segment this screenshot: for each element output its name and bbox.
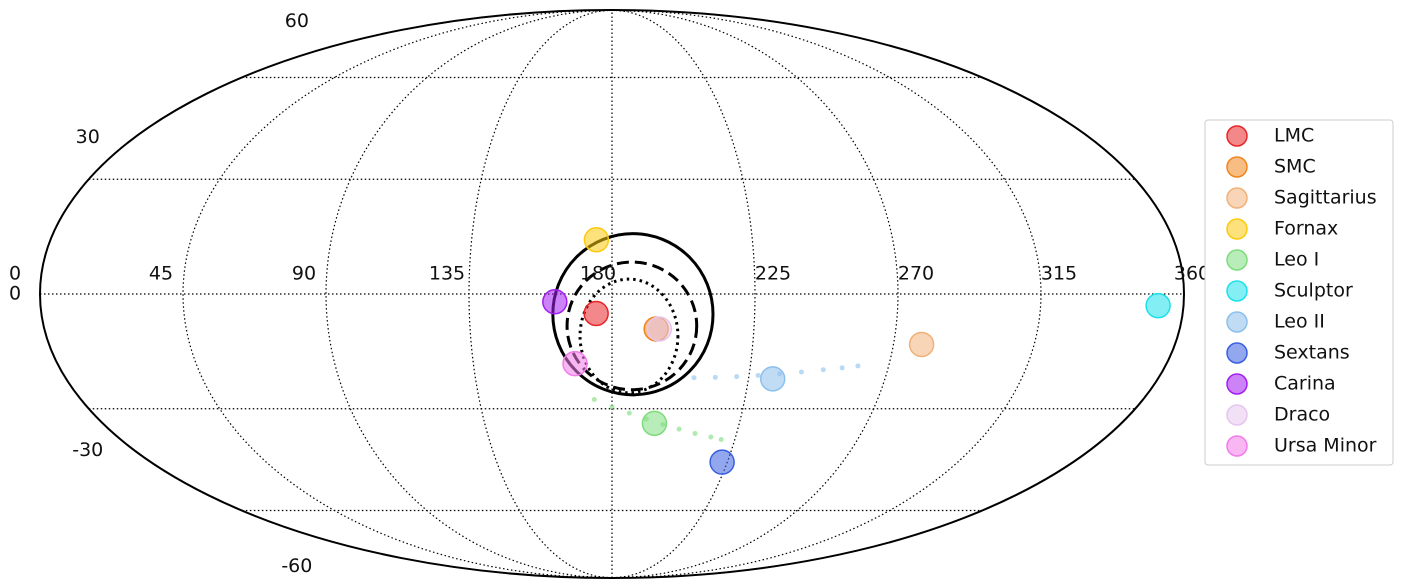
grid-meridian: [611, 9, 756, 579]
legend-marker: [1226, 435, 1248, 457]
trail-point: [855, 363, 861, 369]
legend-marker: [1226, 218, 1248, 240]
map-outline: [39, 9, 1185, 579]
trail-point: [734, 374, 740, 380]
marks: [542, 226, 1171, 475]
point: [1145, 292, 1171, 319]
trail-point: [718, 436, 724, 442]
legend-box: [1204, 119, 1394, 466]
point: [759, 366, 786, 392]
point: [562, 350, 588, 377]
point: [646, 316, 673, 342]
legend-marker: [1226, 311, 1248, 333]
legend-label: Sextans: [1274, 342, 1350, 364]
y-tick-label: -30: [72, 439, 103, 461]
x-tick-label: 270: [898, 263, 934, 285]
grid-meridian: [611, 9, 1042, 579]
trail-point: [712, 374, 718, 380]
y-tick-label: -60: [281, 555, 312, 577]
legend-marker: [1226, 373, 1248, 395]
point: [709, 449, 735, 475]
legend-marker: [1226, 249, 1248, 271]
point: [641, 410, 668, 437]
trail-point: [798, 369, 804, 375]
trail-point: [691, 375, 697, 381]
legend-label: Sculptor: [1274, 280, 1353, 302]
region-dashed: [565, 260, 699, 392]
legend-label: LMC: [1274, 125, 1314, 147]
legend-marker: [1226, 404, 1248, 426]
legend-marker: [1226, 125, 1248, 147]
legend-marker: [1226, 342, 1248, 364]
y-tick-label: 30: [76, 126, 100, 148]
legend: LMC SMC Sagittarius Fornax Leo I Sculptor Leo …: [1226, 125, 1377, 457]
trail-point: [692, 430, 698, 436]
legend-label: Carina: [1274, 373, 1336, 395]
trail-point: [626, 410, 632, 416]
legend-marker: [1226, 187, 1248, 209]
legend-label: Sagittarius: [1274, 187, 1377, 209]
y-tick-label: 60: [285, 10, 309, 32]
legend-marker: [1226, 280, 1248, 302]
x-tick-label: 135: [429, 263, 465, 285]
grid: [39, 9, 1185, 579]
trail-point: [708, 434, 714, 440]
x-tick-label: 90: [292, 263, 316, 285]
x-tick-label: 360: [1174, 263, 1210, 285]
legend-label: Ursa Minor: [1274, 435, 1377, 457]
trail-point: [609, 404, 615, 410]
grid-meridian: [611, 9, 899, 579]
x-tick-label: 225: [755, 263, 791, 285]
legend-label: Fornax: [1274, 218, 1338, 240]
x-tick-label: 180: [580, 263, 616, 285]
legend-label: SMC: [1274, 156, 1316, 178]
y-tick-label: 0: [9, 283, 21, 305]
labels: 0 45 90 135 180 225 270 315 360 -60 -30 0 30 60: [9, 10, 1210, 577]
region-dotted: [578, 277, 680, 395]
x-tick-label: 315: [1041, 263, 1077, 285]
point: [542, 289, 568, 315]
x-tick-label: 0: [9, 263, 21, 285]
trail-point: [591, 396, 597, 402]
trail-point: [820, 367, 826, 373]
legend-label: Leo II: [1274, 311, 1325, 333]
point: [583, 226, 610, 253]
trail-point: [755, 372, 761, 378]
legend-label: Draco: [1274, 404, 1330, 426]
trail-point: [676, 426, 682, 432]
legend-label: Leo I: [1274, 249, 1319, 271]
trail-point: [839, 365, 845, 371]
legend-marker: [1226, 156, 1248, 178]
point: [908, 331, 935, 358]
point: [583, 300, 609, 327]
x-tick-label: 45: [149, 263, 173, 285]
